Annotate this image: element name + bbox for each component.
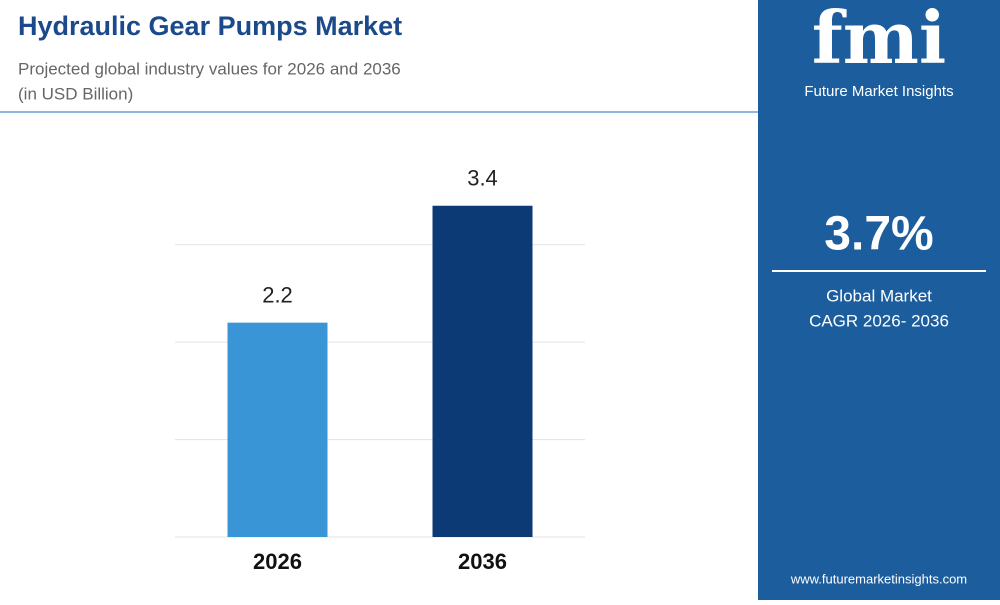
bar	[432, 205, 533, 537]
website: www.futuremarketinsights.com	[790, 571, 967, 586]
unit-note: (in USD Billion)	[18, 84, 133, 103]
bar	[227, 322, 328, 537]
cagr-label: Global Market	[826, 286, 932, 305]
value-label: 3.4	[467, 166, 498, 191]
cagr-label: CAGR 2026- 2036	[809, 311, 949, 330]
chart-title: Hydraulic Gear Pumps Market	[18, 11, 402, 41]
cagr-value: 3.7%	[824, 208, 933, 261]
logo: fmi	[812, 0, 947, 80]
value-label: 2.2	[262, 282, 293, 307]
brand-name: Future Market Insights	[804, 83, 953, 100]
x-tick-label: 2026	[253, 549, 302, 574]
sidebar-panel	[758, 0, 1000, 600]
x-tick-label: 2036	[458, 549, 507, 574]
chart-subtitle: Projected global industry values for 202…	[18, 59, 401, 78]
